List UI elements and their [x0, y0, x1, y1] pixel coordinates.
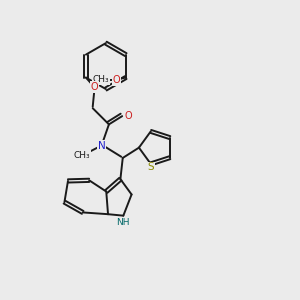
Text: O: O	[112, 75, 120, 85]
Text: S: S	[147, 162, 154, 172]
Text: O: O	[125, 111, 133, 121]
Text: N: N	[98, 141, 105, 151]
Text: NH: NH	[117, 218, 130, 226]
Text: CH₃: CH₃	[74, 151, 90, 160]
Text: CH₃: CH₃	[93, 75, 109, 84]
Text: O: O	[90, 82, 98, 92]
